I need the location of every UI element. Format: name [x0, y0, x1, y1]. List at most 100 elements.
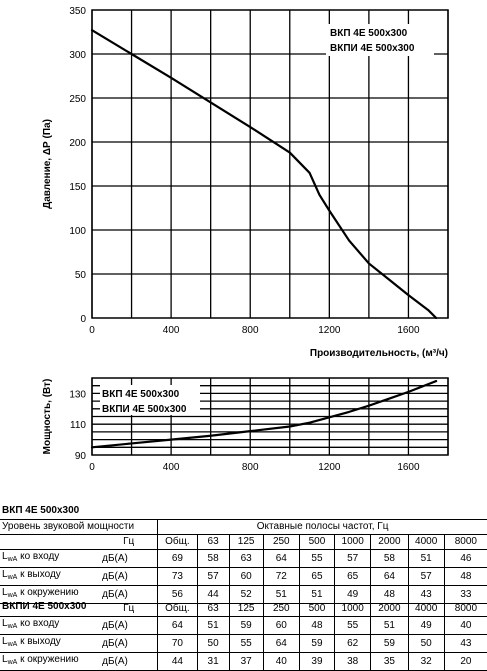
- table-cell: 49: [335, 586, 371, 604]
- table-cell: 48: [371, 586, 408, 604]
- y-tick-label: 110: [70, 420, 86, 431]
- table-cell: 20: [444, 653, 487, 671]
- table-cell: 59: [371, 635, 408, 653]
- table-cell: 63: [229, 550, 263, 568]
- x-axis-title: Производительность, (м³/ч): [310, 348, 448, 359]
- column-header: Общ.: [158, 535, 197, 550]
- table-cell: 32: [408, 653, 444, 671]
- table-cell: 31: [197, 653, 229, 671]
- row-unit: дБ(A): [100, 586, 158, 604]
- table-cell: 50: [408, 635, 444, 653]
- table-cell: 55: [229, 635, 263, 653]
- table-cell: 51: [408, 550, 444, 568]
- column-header: 63: [197, 602, 229, 617]
- table-cell: 38: [335, 653, 371, 671]
- x-tick-label: 0: [89, 325, 95, 336]
- column-header: Общ.: [158, 602, 197, 617]
- table-cell: 51: [263, 586, 299, 604]
- x-tick-label: 400: [163, 325, 180, 336]
- table-cell: 35: [371, 653, 408, 671]
- legend-entry: ВКПИ 4Е 500х300: [102, 404, 187, 415]
- column-header: 8000: [444, 602, 487, 617]
- y-tick-label: 100: [69, 226, 86, 237]
- column-header: 2000: [371, 602, 408, 617]
- x-tick-label: 800: [242, 325, 259, 336]
- y-tick-label: 250: [69, 94, 86, 105]
- row-label-rest: к выходу: [17, 569, 61, 580]
- column-header: 500: [299, 602, 334, 617]
- table-cell: 52: [229, 586, 263, 604]
- row-label-rest: ко входу: [17, 618, 59, 629]
- table-cell: 44: [197, 586, 229, 604]
- row-label: LwA к выходу: [0, 635, 100, 653]
- y-tick-label: 90: [75, 451, 87, 462]
- table-cell: 43: [444, 635, 487, 653]
- row-label-rest: ко входу: [17, 551, 59, 562]
- row-label-subscript: wA: [8, 556, 18, 563]
- x-tick-label: 400: [163, 462, 180, 473]
- row-unit: дБ(A): [100, 617, 158, 635]
- table-cell: 57: [408, 568, 444, 586]
- table-cell: 57: [335, 550, 371, 568]
- table-cell: 39: [299, 653, 334, 671]
- table-cell: 43: [408, 586, 444, 604]
- table-cell: 62: [335, 635, 371, 653]
- row-label: LwA ко входу: [0, 617, 100, 635]
- table-cell: 55: [335, 617, 371, 635]
- row-label-rest: к окружению: [17, 587, 78, 598]
- series-line: [92, 30, 436, 318]
- x-tick-label: 0: [89, 462, 95, 473]
- column-header: 1000: [335, 535, 371, 550]
- table-cell: 72: [263, 568, 299, 586]
- column-header: 250: [263, 602, 299, 617]
- table-cell: 70: [158, 635, 197, 653]
- column-header: 500: [299, 535, 334, 550]
- x-tick-label: 1200: [318, 325, 341, 336]
- table-cell: 64: [371, 568, 408, 586]
- table1-bands-label: Октавные полосы частот, Гц: [158, 520, 487, 535]
- row-unit: дБ(A): [100, 635, 158, 653]
- y-axis-title: Мощность, (Вт): [42, 379, 53, 455]
- table-cell: 40: [263, 653, 299, 671]
- row-label-rest: к выходу: [17, 636, 61, 647]
- table-cell: 51: [197, 617, 229, 635]
- column-header: 2000: [371, 535, 408, 550]
- table-cell: 48: [299, 617, 334, 635]
- row-label-subscript: wA: [8, 592, 18, 599]
- table-cell: 64: [263, 635, 299, 653]
- row-unit: дБ(A): [100, 550, 158, 568]
- table1-title: ВКП 4Е 500х300: [2, 505, 79, 516]
- row-unit: дБ(A): [100, 653, 158, 671]
- column-header: 4000: [408, 602, 444, 617]
- table1-empty-cell: [0, 535, 100, 550]
- table-cell: 51: [371, 617, 408, 635]
- y-tick-label: 200: [69, 138, 86, 149]
- legend-entry: ВКП 4Е 500х300: [102, 389, 180, 400]
- table-cell: 60: [229, 568, 263, 586]
- y-tick-label: 150: [69, 182, 86, 193]
- row-label-subscript: wA: [8, 641, 18, 648]
- x-tick-label: 800: [242, 462, 259, 473]
- row-label-subscript: wA: [8, 574, 18, 581]
- table-cell: 65: [299, 568, 334, 586]
- table-cell: 51: [299, 586, 334, 604]
- row-unit: дБ(A): [100, 568, 158, 586]
- table-cell: 37: [229, 653, 263, 671]
- y-tick-label: 50: [75, 270, 87, 281]
- plot-frame: [92, 10, 448, 318]
- x-tick-label: 1600: [397, 325, 420, 336]
- x-tick-label: 1200: [318, 462, 341, 473]
- table-cell: 58: [197, 550, 229, 568]
- table-cell: 56: [158, 586, 197, 604]
- column-header: 63: [197, 535, 229, 550]
- table-cell: 64: [263, 550, 299, 568]
- table-cell: 73: [158, 568, 197, 586]
